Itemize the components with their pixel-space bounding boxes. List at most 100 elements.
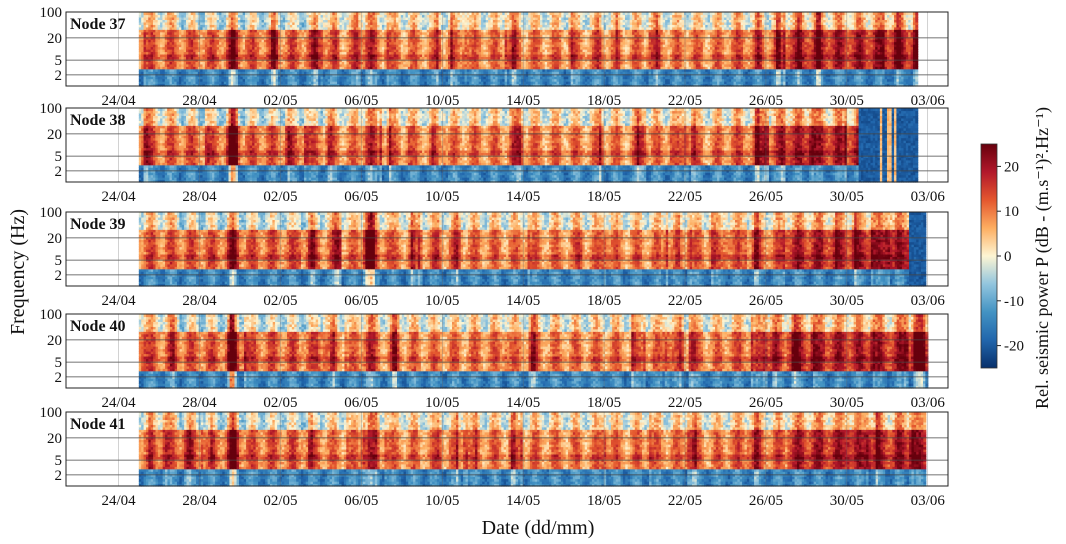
spectrogram-cell [188, 49, 192, 53]
spectrogram-cell [178, 39, 182, 43]
spectrogram-cell [214, 83, 218, 87]
spectrogram-cell [204, 53, 208, 57]
spectrogram-cell [230, 41, 234, 45]
spectrogram-cell [188, 41, 192, 45]
spectrogram-cell [157, 12, 161, 16]
spectrogram-cell [214, 19, 218, 23]
spectrogram-cell [143, 78, 147, 82]
spectrogram-cell [164, 29, 168, 33]
spectrogram-cell [211, 68, 215, 72]
spectrogram-cell [221, 78, 225, 82]
spectrogram-cell [219, 76, 223, 80]
spectrogram-cell [152, 49, 156, 53]
spectrogram-cell [202, 16, 206, 20]
spectrogram-cell [171, 46, 175, 50]
spectrogram-cell [174, 83, 178, 87]
spectrogram-cell [223, 16, 227, 20]
spectrogram-cell [164, 34, 168, 38]
spectrogram-cell [228, 83, 232, 87]
spectrogram-cell [219, 63, 223, 67]
spectrogram-cell [160, 51, 164, 55]
spectrogram-cell [162, 46, 166, 50]
spectrogram-cell [204, 34, 208, 38]
spectrogram-cell [162, 63, 166, 67]
spectrogram-cell [150, 68, 154, 72]
spectrogram-cell [207, 46, 211, 50]
spectrogram-cell [157, 71, 161, 75]
spectrogram-cell [204, 31, 208, 35]
spectrogram-cell [148, 34, 152, 38]
spectrogram-cell [164, 56, 168, 60]
spectrogram-cell [207, 19, 211, 23]
spectrogram-cell [226, 14, 230, 18]
spectrogram-cell [181, 29, 185, 33]
spectrogram-cell [169, 53, 173, 57]
spectrogram-cell [143, 21, 147, 25]
spectrogram-cell [204, 56, 208, 60]
spectrogram-cell [145, 29, 149, 33]
spectrogram-cell [204, 61, 208, 65]
spectrogram-cell [202, 41, 206, 45]
spectrogram-cell [195, 51, 199, 55]
spectrogram-cell [145, 39, 149, 43]
spectrogram-cell [171, 78, 175, 82]
spectrogram-cell [193, 31, 197, 35]
spectrogram-cell [145, 51, 149, 55]
spectrogram-cell [174, 51, 178, 55]
spectrogram-cell [150, 29, 154, 33]
spectrogram-cell [186, 78, 189, 82]
spectrogram-cell [195, 39, 199, 43]
spectrogram-cell [188, 16, 192, 20]
spectrogram-cell [230, 46, 234, 50]
spectrogram-cell [181, 46, 185, 50]
spectrogram-cell [230, 31, 234, 35]
spectrogram-cell [167, 16, 171, 20]
spectrogram-cell [216, 26, 220, 30]
spectrogram-cell [207, 12, 211, 16]
spectrogram-cell [190, 21, 194, 25]
spectrogram-cell [162, 53, 166, 57]
spectrogram-cell [181, 16, 185, 20]
spectrogram-cell [200, 51, 204, 55]
spectrogram-cell [181, 14, 185, 18]
spectrogram-cell [181, 44, 185, 48]
spectrogram-cell [171, 81, 175, 85]
spectrogram-cell [148, 68, 152, 72]
spectrogram-cell [143, 31, 147, 35]
spectrogram-cell [202, 26, 206, 30]
spectrogram-cell [162, 71, 166, 75]
spectrogram-cell [181, 49, 185, 53]
spectrogram-cell [233, 83, 237, 87]
spectrogram-cell [195, 41, 199, 45]
spectrogram-cell [141, 24, 145, 28]
spectrogram-cell [148, 44, 152, 48]
spectrogram-cell [193, 44, 197, 48]
spectrogram-cell [228, 19, 232, 23]
spectrogram-cell [216, 12, 220, 16]
spectrogram-cell [174, 29, 178, 33]
spectrogram-cell [195, 66, 199, 70]
spectrogram-cell [176, 21, 180, 25]
spectrogram-cell [143, 61, 147, 65]
spectrogram-cell [228, 71, 232, 75]
spectrogram-cell [160, 56, 164, 60]
spectrogram-cell [174, 76, 178, 80]
spectrogram-cell [155, 63, 159, 67]
spectrogram-cell [190, 41, 194, 45]
spectrogram-cell [207, 63, 211, 67]
spectrogram-cell [150, 19, 154, 23]
spectrogram-cell [176, 12, 180, 16]
spectrogram-cell [209, 44, 213, 48]
spectrogram-cell [169, 51, 173, 55]
spectrogram-cell [148, 49, 152, 53]
spectrogram-cell [164, 14, 168, 18]
spectrogram-cell [164, 66, 168, 70]
spectrogram-cell [145, 12, 149, 16]
spectrogram-cell [190, 26, 194, 30]
spectrogram-cell [141, 29, 145, 33]
spectrogram-cell [145, 21, 149, 25]
spectrogram-cell [186, 51, 189, 55]
spectrogram-cell [183, 41, 187, 45]
spectrogram-cell [204, 78, 208, 82]
spectrogram-cell [188, 78, 192, 82]
